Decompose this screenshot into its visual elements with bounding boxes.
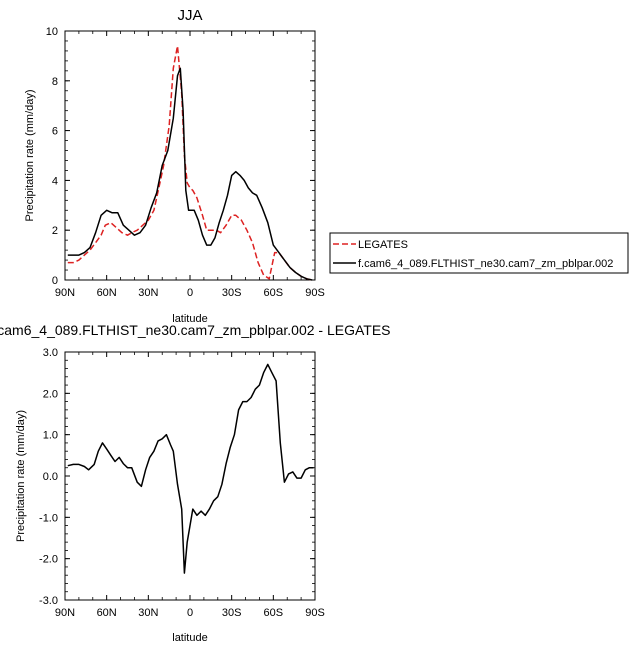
top-y-tick-label: 2 xyxy=(52,225,58,237)
bottom-y-tick-label: 1.0 xyxy=(43,430,58,442)
bottom-x-tick-label: 90S xyxy=(305,607,325,619)
top-x-tick-label: 90N xyxy=(55,287,75,299)
bottom-y-tick-label: -2.0 xyxy=(39,554,58,566)
bottom-y-tick-label: 0.0 xyxy=(43,471,58,483)
top-y-tick-label: 4 xyxy=(52,175,58,187)
bottom-series-line-difference xyxy=(67,363,314,574)
top-y-axis-label: Precipitation rate (mm/day) xyxy=(24,89,36,221)
bottom-panel: f.cam6_4_089.FLTHIST_ne30.cam7_zm_pblpar… xyxy=(0,322,391,644)
legend-box xyxy=(329,232,629,274)
top-y-tick-label: 0 xyxy=(52,275,58,287)
top-chart-title: JJA xyxy=(177,7,202,24)
bottom-x-tick-label: 60S xyxy=(264,607,284,619)
bottom-x-tick-label: 30S xyxy=(222,607,242,619)
bottom-plot-frame xyxy=(64,351,316,601)
bottom-y-tick-label: 3.0 xyxy=(43,347,58,359)
bottom-y-tick-label: 2.0 xyxy=(43,388,58,400)
top-x-tick-label: 30S xyxy=(222,287,242,299)
top-x-tick-label: 60N xyxy=(97,287,117,299)
bottom-x-tick-label: 0 xyxy=(187,607,193,619)
bottom-x-tick-label: 60N xyxy=(97,607,117,619)
bottom-y-tick-label: -1.0 xyxy=(39,512,58,524)
bottom-x-tick-label: 90N xyxy=(55,607,75,619)
bottom-y-tick-label: -3.0 xyxy=(39,595,58,607)
top-y-tick-label: 10 xyxy=(46,26,58,38)
top-y-tick-label: 8 xyxy=(52,76,58,88)
top-series-line-legates xyxy=(67,45,313,281)
top-plot-frame xyxy=(64,30,316,281)
top-x-tick-label: 0 xyxy=(187,287,193,299)
bottom-y-axis-label: Precipitation rate (mm/day) xyxy=(15,410,27,542)
bottom-x-axis-label: latitude xyxy=(172,632,207,644)
top-y-tick-label: 6 xyxy=(52,126,58,138)
bottom-x-tick-label: 30N xyxy=(138,607,158,619)
top-x-tick-label: 60S xyxy=(264,287,284,299)
legend: LEGATES f.cam6_4_089.FLTHIST_ne30.cam7_z… xyxy=(329,232,629,274)
bottom-chart-title: f.cam6_4_089.FLTHIST_ne30.cam7_zm_pblpar… xyxy=(0,322,391,338)
legend-label-legates: LEGATES xyxy=(358,239,408,251)
top-x-axis-label: latitude xyxy=(172,313,207,325)
top-x-tick-label: 30N xyxy=(138,287,158,299)
top-x-tick-label: 90S xyxy=(305,287,325,299)
legend-label-model: f.cam6_4_089.FLTHIST_ne30.cam7_zm_pblpar… xyxy=(358,258,613,270)
top-series-line-f-cam6-4-089-flthist-ne30-cam7-zm-pblpar-002 xyxy=(67,67,313,281)
